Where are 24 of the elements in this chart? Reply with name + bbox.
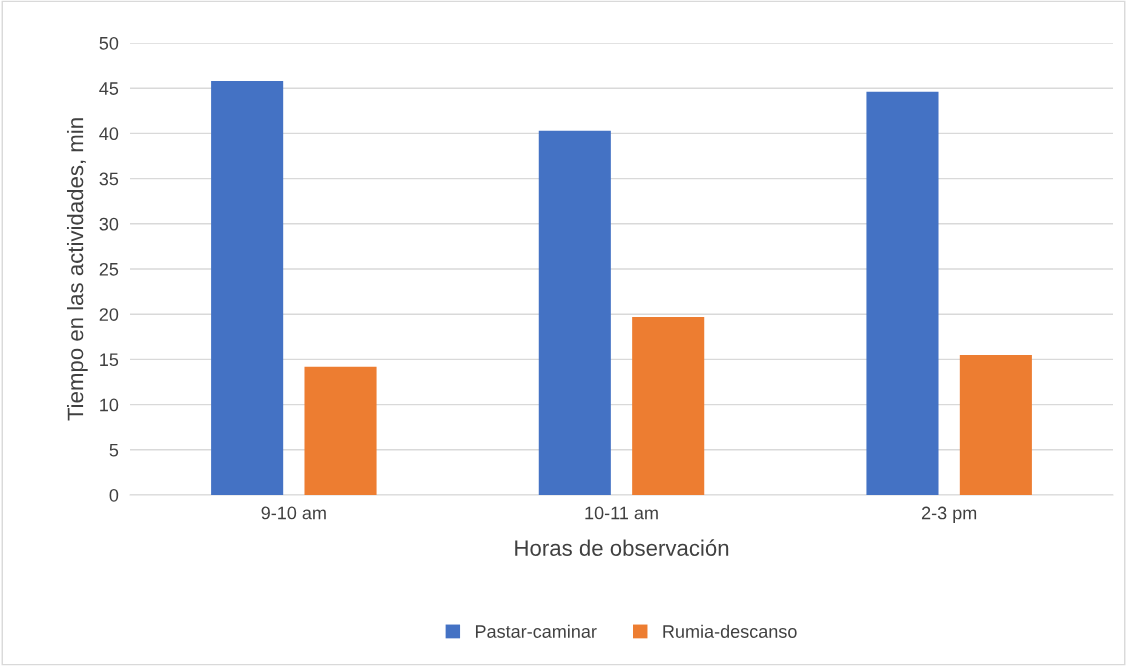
y-tick-label: 40 [99, 127, 119, 141]
x-tick-label: 10-11 am [585, 506, 658, 520]
legend-label: Pastar-caminar [475, 624, 597, 638]
y-tick-label: 30 [99, 217, 119, 231]
bar [211, 80, 284, 495]
y-tick-label: 10 [100, 398, 119, 412]
y-tick-label: 25 [99, 262, 119, 276]
bar [632, 316, 705, 495]
y-tick-label: 35 [99, 172, 119, 186]
y-tick-label: 20 [99, 308, 119, 321]
x-axis-title: Horas de observación [515, 539, 729, 556]
legend-label: Rumia-descanso [663, 624, 797, 638]
y-tick-label: 50 [99, 36, 119, 50]
y-tick-label: 45 [99, 82, 119, 95]
bar [538, 130, 611, 495]
y-tick-label: 15 [100, 353, 119, 367]
bar [866, 91, 939, 495]
x-tick-label: 2-3 pm [921, 506, 977, 523]
y-axis-title: Tiempo en las actividades, min [66, 118, 88, 421]
bar [304, 366, 377, 495]
x-tick-label: 9-10 am [261, 506, 326, 520]
bar [959, 354, 1032, 495]
y-tick-label: 5 [109, 443, 119, 457]
y-tick-label: 0 [109, 488, 119, 502]
